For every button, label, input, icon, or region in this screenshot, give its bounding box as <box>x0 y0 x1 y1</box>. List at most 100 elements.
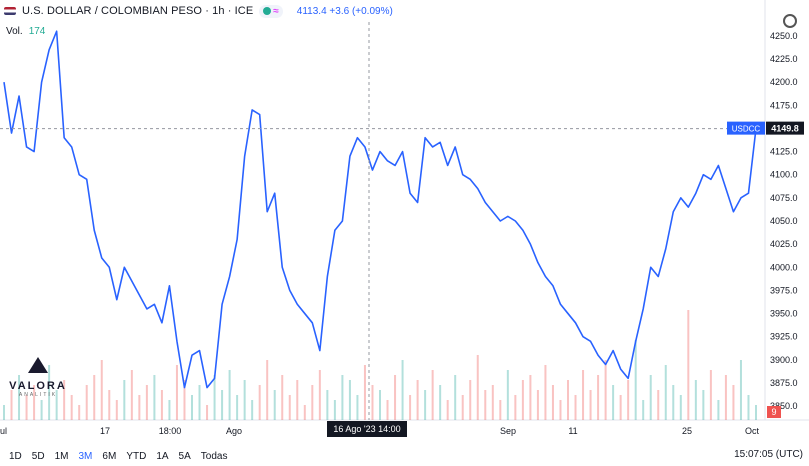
volume-bar <box>409 395 412 420</box>
volume-bar <box>33 385 36 420</box>
volume-bar <box>243 380 246 420</box>
status-pill[interactable]: ≈ <box>259 4 283 18</box>
volume-bar <box>3 405 5 420</box>
x-tick-label: Sep <box>500 426 516 436</box>
volume-bar <box>115 400 118 420</box>
y-tick-label: 4175.0 <box>770 100 798 110</box>
range-5d-button[interactable]: 5D <box>31 450 45 462</box>
y-tick-label: 3850.0 <box>770 401 798 411</box>
volume-bar <box>48 365 51 420</box>
volume-bar <box>100 360 103 420</box>
volume-bar <box>724 375 727 420</box>
range-5a-button[interactable]: 5A <box>178 450 191 462</box>
volume-bar <box>597 375 600 420</box>
volume-bar <box>567 380 569 420</box>
volume-bar <box>273 390 276 420</box>
volume-bar <box>153 375 156 420</box>
bottom-toolbar: 1D 5D 1M 3M 6M YTD 1A 5A Todas 15:07:05 (UTC) <box>0 446 809 466</box>
price-readout: 4113.4 +3.6 (+0.09%) <box>296 5 393 17</box>
range-todas-button[interactable]: Todas <box>200 450 228 462</box>
volume-bar <box>694 380 697 420</box>
volume-bar <box>138 395 141 420</box>
volume-bar <box>303 405 306 420</box>
volume-bar <box>288 395 291 420</box>
range-3m-button[interactable]: 3M <box>78 450 93 462</box>
volume-bar <box>461 395 464 420</box>
approx-icon: ≈ <box>273 5 279 17</box>
volume-bar <box>582 370 585 420</box>
volume-bar <box>664 365 667 420</box>
volume-bar <box>604 360 607 420</box>
volume-bar <box>341 375 344 420</box>
symbol-tag-bg <box>727 121 765 135</box>
volume-bar <box>228 370 231 420</box>
volume-bar <box>687 310 690 420</box>
clock[interactable]: 15:07:05 (UTC) <box>734 449 803 460</box>
settings-icon[interactable] <box>783 14 797 28</box>
range-1d-button[interactable]: 1D <box>9 450 22 462</box>
volume-bar <box>424 390 427 420</box>
volume-bar <box>160 390 163 420</box>
volume-bar <box>70 395 73 420</box>
y-tick-label: 4225.0 <box>770 54 798 64</box>
x-tick-label: ul <box>0 426 7 436</box>
volume-bar <box>394 375 397 420</box>
volume-bar <box>529 375 532 420</box>
price-chart[interactable]: 3850.0 3875.0 3900.0 3925.0 3950.0 3975.0 4000… <box>0 0 809 446</box>
volume-bar <box>236 395 239 420</box>
volume-bar <box>642 400 645 420</box>
volume-bar <box>333 400 336 420</box>
crosshair-time-label: 16 Ago '23 14:00 <box>327 421 407 437</box>
volume-bar <box>747 395 750 420</box>
volume-bar <box>356 395 359 420</box>
volume-bar <box>123 380 126 420</box>
volume-bar <box>183 380 186 420</box>
volume-bar <box>702 390 705 420</box>
volume-bar <box>657 390 660 420</box>
y-tick-label: 4125.0 <box>770 147 798 157</box>
volume-bar <box>379 390 381 420</box>
volume-bar <box>168 400 171 420</box>
range-1m-button[interactable]: 1M <box>54 450 69 462</box>
x-tick-label: Ago <box>226 426 242 436</box>
volume-bar <box>454 375 457 420</box>
volume-bar <box>206 405 209 420</box>
watermark-sub: ANALITIK <box>18 392 58 398</box>
chart-header: U.S. DOLLAR / COLOMBIAN PESO · 1h · ICE … <box>0 0 393 22</box>
volume-bar <box>93 375 96 420</box>
symbol-title[interactable]: U.S. DOLLAR / COLOMBIAN PESO · 1h · ICE <box>22 5 254 17</box>
volume-bar <box>717 400 720 420</box>
volume-bar <box>363 365 366 420</box>
y-tick-label: 3925.0 <box>770 332 798 342</box>
volume-bar <box>499 400 502 420</box>
volume-bar <box>619 395 622 420</box>
y-tick-label: 3950.0 <box>770 309 798 319</box>
y-tick-label: 4250.0 <box>770 31 798 41</box>
volume-bar <box>258 385 261 420</box>
last-price-bg <box>766 121 804 135</box>
range-6m-button[interactable]: 6M <box>102 450 117 462</box>
volume-bar <box>296 380 299 420</box>
volume-bar <box>85 385 88 420</box>
volume-badge: 9 <box>771 407 776 417</box>
volume-bar <box>130 370 133 420</box>
volume-bar <box>446 400 449 420</box>
range-1a-button[interactable]: 1A <box>156 450 169 462</box>
volume-bar <box>318 370 321 420</box>
volume-bar <box>348 380 351 420</box>
volume-bar <box>709 370 712 420</box>
range-ytd-button[interactable]: YTD <box>126 450 147 462</box>
y-tick-label: 4050.0 <box>770 216 798 226</box>
volume-bar <box>191 395 193 420</box>
volume-bar <box>544 365 547 420</box>
volume-bar <box>514 395 517 420</box>
volume-bar <box>484 390 487 420</box>
volume-bar <box>326 390 329 420</box>
volume-bar <box>589 390 592 420</box>
price-line <box>3 30 757 389</box>
volume-bar <box>18 375 21 420</box>
volume-bar <box>108 390 111 420</box>
x-tick-label: 11 <box>568 426 577 436</box>
x-tick-label: Oct <box>745 426 760 436</box>
volume-legend[interactable]: Vol. 174 <box>6 26 45 37</box>
